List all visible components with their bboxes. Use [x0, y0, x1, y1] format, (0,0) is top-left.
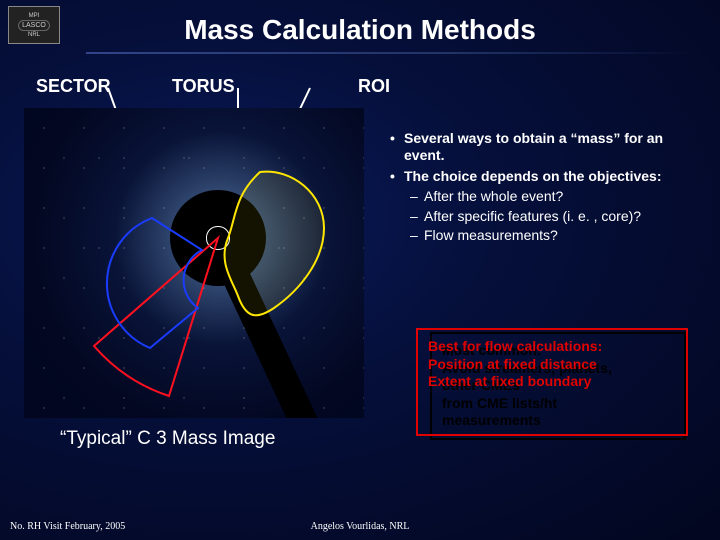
callout-red-l2: Position at fixed distance — [428, 356, 597, 372]
bullet-main: Several ways to obtain a “mass” for an e… — [390, 130, 702, 164]
label-sector: SECTOR — [36, 76, 111, 97]
sector-overlay — [94, 238, 218, 396]
bullet-block: Several ways to obtain a “mass” for an e… — [390, 130, 702, 247]
label-roi: ROI — [358, 76, 390, 97]
bullet-sub: After the whole event? — [390, 188, 702, 206]
coronagraph-image — [24, 108, 364, 418]
bullet-sub: After specific features (i. e. , core)? — [390, 208, 702, 226]
image-caption: “Typical” C 3 Mass Image — [60, 428, 275, 450]
bullet-main: The choice depends on the objectives: — [390, 168, 702, 185]
callout-red: Best for flow calculations: Position at … — [416, 328, 688, 436]
bullet-sub: Flow measurements? — [390, 227, 702, 245]
torus-overlay — [107, 218, 202, 348]
roi-overlays — [24, 108, 364, 418]
label-torus: TORUS — [172, 76, 235, 97]
callout-red-l3: Extent at fixed boundary — [428, 373, 591, 389]
title-divider — [86, 52, 696, 54]
footer-center: Angelos Vourlidas, NRL — [0, 521, 720, 532]
callout-red-l1: Best for flow calculations: — [428, 338, 602, 354]
roi-overlay — [225, 172, 325, 316]
slide-title: Mass Calculation Methods — [0, 14, 720, 46]
